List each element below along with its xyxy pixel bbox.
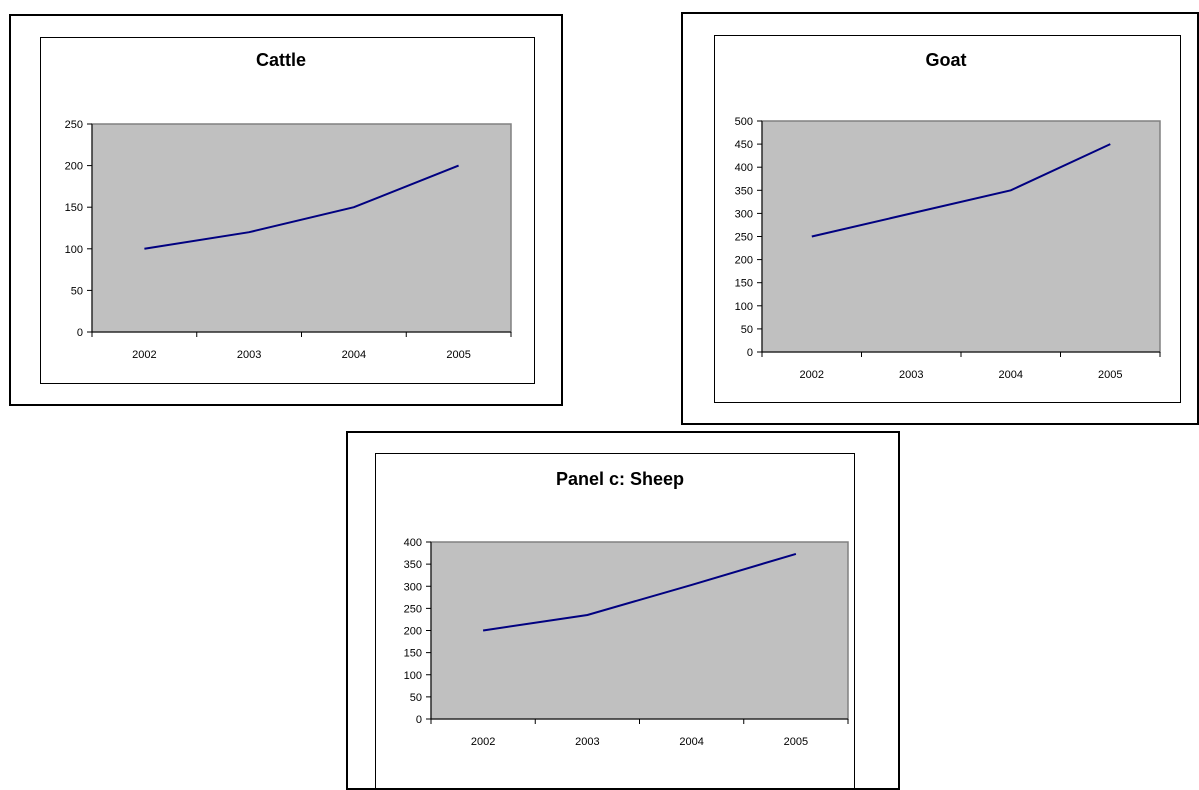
- x-tick-label: 2002: [800, 369, 824, 381]
- y-tick-label: 300: [735, 208, 753, 220]
- y-tick-label: 350: [735, 185, 753, 197]
- y-tick-label: 400: [404, 537, 422, 549]
- series-line-cattle: [144, 164, 459, 250]
- plot-area: [91, 123, 512, 333]
- x-tick-label: 2002: [132, 349, 156, 361]
- y-tick-label: 200: [404, 626, 422, 638]
- y-tick-label: 400: [735, 162, 753, 174]
- y-tick-label: 200: [65, 161, 83, 173]
- y-tick-label: 250: [65, 119, 83, 131]
- plot-area: [430, 541, 849, 720]
- y-tick-label: 450: [735, 139, 753, 151]
- y-tick-label: 0: [416, 714, 422, 726]
- plot-area: [761, 120, 1161, 353]
- y-tick-label: 100: [65, 244, 83, 256]
- x-tick-label: 2003: [575, 736, 599, 748]
- chart-title: Panel c: Sheep: [556, 469, 684, 489]
- y-tick-label: 50: [741, 324, 753, 336]
- x-tick-label: 2005: [784, 736, 808, 748]
- y-tick-label: 200: [735, 255, 753, 267]
- y-tick-label: 300: [404, 581, 422, 593]
- x-tick-label: 2004: [342, 349, 366, 361]
- y-tick-label: 150: [404, 648, 422, 660]
- series-line-sheep: [482, 552, 797, 632]
- x-tick-label: 2004: [999, 369, 1023, 381]
- y-tick-label: 150: [65, 202, 83, 214]
- x-tick-label: 2002: [471, 736, 495, 748]
- x-tick-label: 2003: [237, 349, 261, 361]
- y-tick-label: 0: [77, 327, 83, 339]
- y-tick-label: 50: [410, 692, 422, 704]
- y-tick-label: 0: [747, 347, 753, 359]
- series-line-goat: [811, 143, 1111, 238]
- x-tick-label: 2004: [679, 736, 703, 748]
- chart-title: Cattle: [256, 50, 306, 70]
- x-tick-label: 2003: [899, 369, 923, 381]
- x-tick-label: 2005: [1098, 369, 1122, 381]
- y-tick-label: 250: [735, 232, 753, 244]
- y-tick-label: 100: [404, 670, 422, 682]
- x-tick-label: 2005: [446, 349, 470, 361]
- y-tick-label: 50: [71, 285, 83, 297]
- y-tick-label: 100: [735, 301, 753, 313]
- y-tick-label: 250: [404, 603, 422, 615]
- y-tick-label: 150: [735, 278, 753, 290]
- y-tick-label: 350: [404, 559, 422, 571]
- y-tick-label: 500: [735, 116, 753, 128]
- chart-title: Goat: [925, 50, 966, 70]
